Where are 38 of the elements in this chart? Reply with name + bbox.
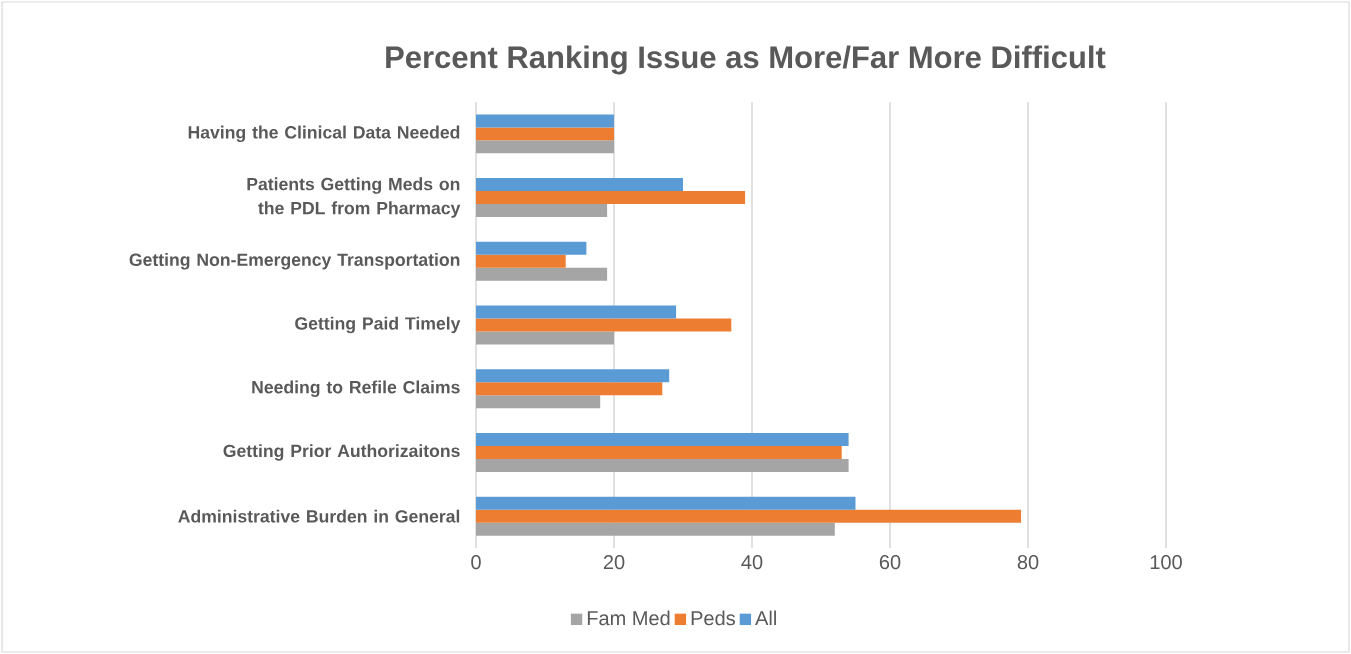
bar (476, 127, 614, 141)
y-tick-label: Getting Prior Authorizaitons (223, 444, 460, 461)
legend-label: Fam Med (587, 610, 670, 626)
bar (476, 178, 683, 192)
bar (476, 305, 677, 319)
bar (476, 331, 614, 345)
bar (476, 445, 842, 459)
bar (476, 432, 849, 446)
bar (476, 267, 608, 281)
y-tick-label: Having the Clinical Data Needed (188, 125, 460, 143)
bar (476, 318, 732, 332)
bar (476, 458, 849, 472)
bar (476, 191, 746, 205)
x-tick-label: 100 (1150, 555, 1182, 570)
bar (476, 241, 587, 255)
bar (476, 496, 856, 510)
legend-label: Peds (691, 610, 735, 626)
x-tick-label: 40 (741, 555, 763, 570)
x-tick-label: 60 (879, 555, 901, 570)
y-tick-label: Getting Non-Emergency Transportation (129, 253, 460, 270)
x-tick-label: 80 (1017, 555, 1039, 570)
x-tick-label: 20 (603, 555, 625, 570)
bar (476, 204, 608, 218)
bar (476, 254, 566, 268)
y-tick-label: Needing to Refile Claims (252, 380, 460, 397)
y-tick-label: Administrative Burden in General (178, 509, 460, 523)
y-tick-label: Getting Paid Timely (295, 316, 461, 334)
bar (476, 114, 614, 128)
bar (476, 140, 614, 154)
bar (476, 395, 601, 409)
chart-title: Percent Ranking Issue as More/Far More Difficult (386, 45, 1106, 75)
bar (476, 522, 835, 536)
bar (476, 509, 1022, 523)
y-tick-label: Patients Getting Meds on the PDL from Pharmacy (247, 177, 461, 218)
legend-label: All (755, 610, 776, 626)
bar (476, 382, 663, 396)
bar (476, 369, 670, 383)
x-tick-label: 0 (471, 555, 481, 570)
